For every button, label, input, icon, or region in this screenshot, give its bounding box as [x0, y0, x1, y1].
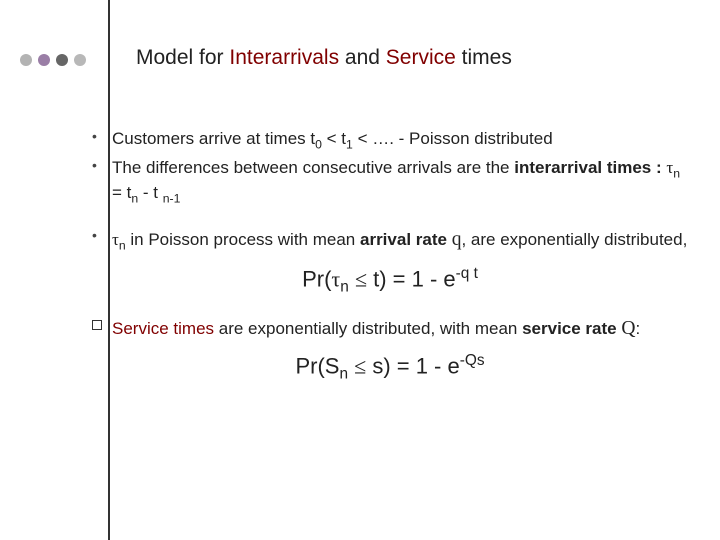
b4-seg-1: Service times — [112, 319, 214, 338]
b4-seg-2: are exponentially distributed, with mean — [214, 319, 522, 338]
hollow-list: Service times are exponentially distribu… — [90, 316, 690, 341]
leq-1: ≤ — [355, 267, 367, 292]
sub-n-1: n — [673, 166, 680, 180]
b1-seg-2: < t — [322, 129, 346, 148]
b1-seg-3: < …. - Poisson distributed — [353, 129, 553, 148]
b1-seg-1: Customers arrive at times t — [112, 129, 315, 148]
f1-seg-3: t) = 1 - e — [367, 267, 456, 292]
q-sym: q — [452, 229, 462, 250]
formula-1: Pr(τn ≤ t) = 1 - e-q t — [90, 264, 690, 297]
bullet-list-1: Customers arrive at times t0 < t1 < …. -… — [90, 128, 690, 207]
f2-seg-3: s) = 1 - e — [366, 353, 460, 378]
title-seg-1: Model for — [136, 46, 229, 69]
dot-2 — [38, 54, 50, 66]
b2-seg-3: = t — [112, 183, 131, 202]
bullet-list-2: τn in Poisson process with mean arrival … — [90, 227, 690, 254]
sub-nm1: n-1 — [163, 191, 181, 205]
title-seg-4: Service — [386, 46, 456, 69]
sub-1: 1 — [346, 137, 353, 151]
block-2: Service times are exponentially distribu… — [90, 316, 690, 341]
b3-seg-1: in Poisson process with mean — [126, 230, 360, 249]
f2-seg-1: Pr(S — [295, 353, 339, 378]
sup-Qs: -Qs — [460, 352, 485, 369]
bullet-4: Service times are exponentially distribu… — [90, 316, 690, 341]
sub-n-5: n — [339, 365, 348, 382]
dot-1 — [20, 54, 32, 66]
b4-seg-4: : — [635, 319, 640, 338]
dot-3 — [56, 54, 68, 66]
tau-3: τ — [331, 267, 340, 292]
bullet-2: The differences between consecutive arri… — [90, 157, 690, 207]
content-area: Customers arrive at times t0 < t1 < …. -… — [90, 128, 690, 402]
b4-seg-3: service rate — [522, 319, 617, 338]
sup-qt: -q t — [456, 265, 478, 282]
b2-seg-1: The differences between consecutive arri… — [112, 158, 514, 177]
b2-seg-4: - t — [138, 183, 163, 202]
dot-4 — [74, 54, 86, 66]
b2-seg-2: interarrival times : — [514, 158, 666, 177]
bullet-1: Customers arrive at times t0 < t1 < …. -… — [90, 128, 690, 153]
b3-seg-3: , are exponentially distributed, — [461, 230, 687, 249]
title-seg-2: Interarrivals — [229, 46, 339, 69]
bullet-3: τn in Poisson process with mean arrival … — [90, 227, 690, 254]
title-seg-5: times — [456, 46, 512, 69]
sub-0: 0 — [315, 137, 322, 151]
Q-sym: Q — [621, 318, 635, 339]
leq-2: ≤ — [354, 353, 366, 378]
formula-2: Pr(Sn ≤ s) = 1 - e-Qs — [90, 351, 690, 384]
sub-n-3: n — [119, 239, 126, 253]
decor-dots — [20, 54, 92, 66]
tau-2: τ — [112, 230, 119, 249]
b3-seg-2: arrival rate — [360, 230, 447, 249]
sub-n-4: n — [340, 279, 349, 296]
slide-title: Model for Interarrivals and Service time… — [136, 46, 512, 70]
title-seg-3: and — [339, 46, 386, 69]
f1-seg-1: Pr( — [302, 267, 331, 292]
